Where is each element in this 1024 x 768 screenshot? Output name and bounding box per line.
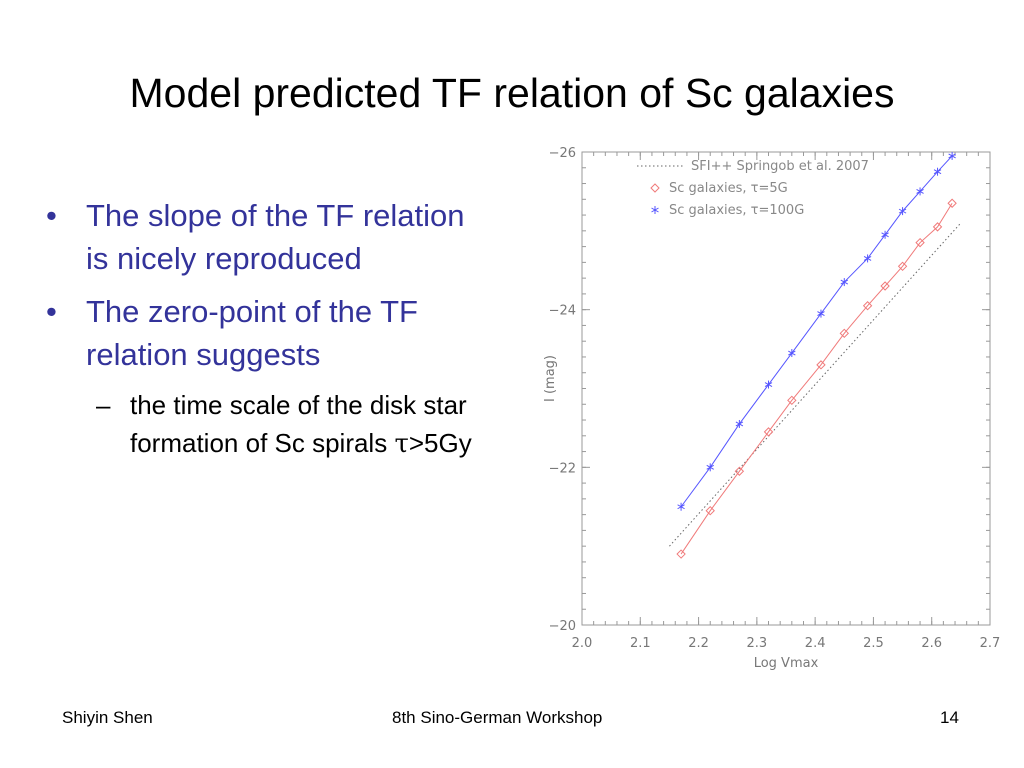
legend-label: Sc galaxies, τ=5G <box>669 181 788 196</box>
data-point-diamond <box>734 466 745 476</box>
x-tick-label: 2.5 <box>863 636 884 651</box>
asterisk-stroke <box>651 207 659 213</box>
x-tick-label: 2.7 <box>980 636 1000 651</box>
plot-frame <box>581 151 991 626</box>
data-point-asterisk <box>817 309 825 318</box>
data-point-diamond <box>880 281 890 291</box>
asterisk-stroke <box>948 153 956 159</box>
x-tick-label: 2.4 <box>805 636 826 651</box>
bullet-dot: • <box>46 198 57 233</box>
data-point-asterisk <box>916 187 924 196</box>
y-tick-label: −26 <box>549 146 576 161</box>
data-point-asterisk <box>677 502 685 511</box>
series-diamond-line <box>676 198 957 559</box>
slide-title: Model predicted TF relation of Sc galaxi… <box>129 70 895 116</box>
legend-label: SFI++ Springob et al. 2007 <box>691 159 869 174</box>
legend-item: Sc galaxies, τ=5G <box>650 181 788 196</box>
data-point-diamond <box>816 360 826 370</box>
bullet-item: • The slope of the TF relation is nicely… <box>46 194 476 280</box>
bullet-item: • The zero-point of the TF relation sugg… <box>46 290 476 376</box>
bullet-text: The zero-point of the TF relation sugges… <box>86 294 418 372</box>
asterisk-stroke <box>706 464 714 470</box>
data-point-diamond <box>705 505 715 516</box>
legend-label: Sc galaxies, τ=100G <box>669 203 804 218</box>
asterisk-stroke <box>764 382 773 387</box>
data-point-diamond <box>676 549 686 559</box>
y-tick-label: −20 <box>549 619 576 634</box>
footer-page-number: 14 <box>940 708 959 727</box>
x-tick-label: 2.3 <box>747 636 768 651</box>
y-tick-label: −22 <box>549 461 576 476</box>
x-tick-label: 2.2 <box>688 636 709 651</box>
data-point-asterisk <box>898 207 907 216</box>
legend-item: SFI++ Springob et al. 2007 <box>637 159 869 174</box>
asterisk-stroke <box>788 350 796 356</box>
legend-swatch <box>650 183 660 193</box>
footer-event: 8th Sino-German Workshop <box>392 708 603 727</box>
data-point-diamond <box>763 427 774 437</box>
sub-bullet-text: the time scale of the disk star formatio… <box>130 390 467 458</box>
x-axis-label: Log Vmax <box>754 656 819 671</box>
asterisk-stroke <box>916 188 924 194</box>
y-axis-label: I (mag) <box>543 355 558 402</box>
data-point-diamond <box>787 395 797 406</box>
data-point-asterisk <box>788 349 796 358</box>
data-point-diamond <box>915 237 925 248</box>
tau-symbol: τ <box>394 429 409 459</box>
data-point-diamond <box>839 328 849 339</box>
asterisk-stroke <box>863 255 872 261</box>
sfi-relation-line <box>669 222 962 547</box>
asterisk-stroke <box>735 421 744 427</box>
data-point-diamond <box>862 301 873 311</box>
data-point-asterisk <box>933 167 942 176</box>
bullet-list: • The slope of the TF relation is nicely… <box>46 194 476 463</box>
series-asterisk-line <box>677 151 956 511</box>
asterisk-stroke <box>933 169 942 175</box>
x-tick-label: 2.6 <box>921 636 942 651</box>
x-tick-label: 2.0 <box>572 636 593 651</box>
asterisk-stroke <box>881 232 889 238</box>
asterisk-stroke <box>898 208 907 214</box>
legend-item: Sc galaxies, τ=100G <box>651 203 804 218</box>
asterisk-stroke <box>677 504 685 510</box>
data-point-asterisk <box>881 230 889 239</box>
data-point-diamond <box>932 222 943 232</box>
data-point-diamond <box>897 261 908 272</box>
bullet-dot: • <box>46 294 57 329</box>
sub-bullet-suffix: >5Gy <box>408 428 472 458</box>
data-point-asterisk <box>764 380 773 389</box>
data-point-asterisk <box>863 254 872 263</box>
series-dotted-line <box>669 222 962 547</box>
footer-author: Shiyin Shen <box>62 708 153 727</box>
tf-relation-chart: 2.0 2.1 2.2 2.3 2.4 2.5 2.6 2.7 −20 −22 −24 −26 Log … <box>543 146 1000 671</box>
sub-bullet-dash: – <box>96 390 111 420</box>
y-tick-label: −24 <box>549 304 576 319</box>
data-point-asterisk <box>948 151 956 160</box>
data-point-asterisk <box>735 419 744 428</box>
legend-swatch <box>651 206 659 214</box>
bullet-text: The slope of the TF relation is nicely r… <box>86 198 465 276</box>
model-relation-line <box>680 202 953 555</box>
data-point-asterisk <box>706 463 714 472</box>
x-tick-label: 2.1 <box>630 636 651 651</box>
asterisk-stroke <box>817 311 825 317</box>
asterisk-stroke <box>840 279 849 285</box>
data-point-diamond <box>947 198 957 208</box>
data-point-asterisk <box>840 278 849 287</box>
sub-bullet-item: – the time scale of the disk star format… <box>46 386 476 463</box>
